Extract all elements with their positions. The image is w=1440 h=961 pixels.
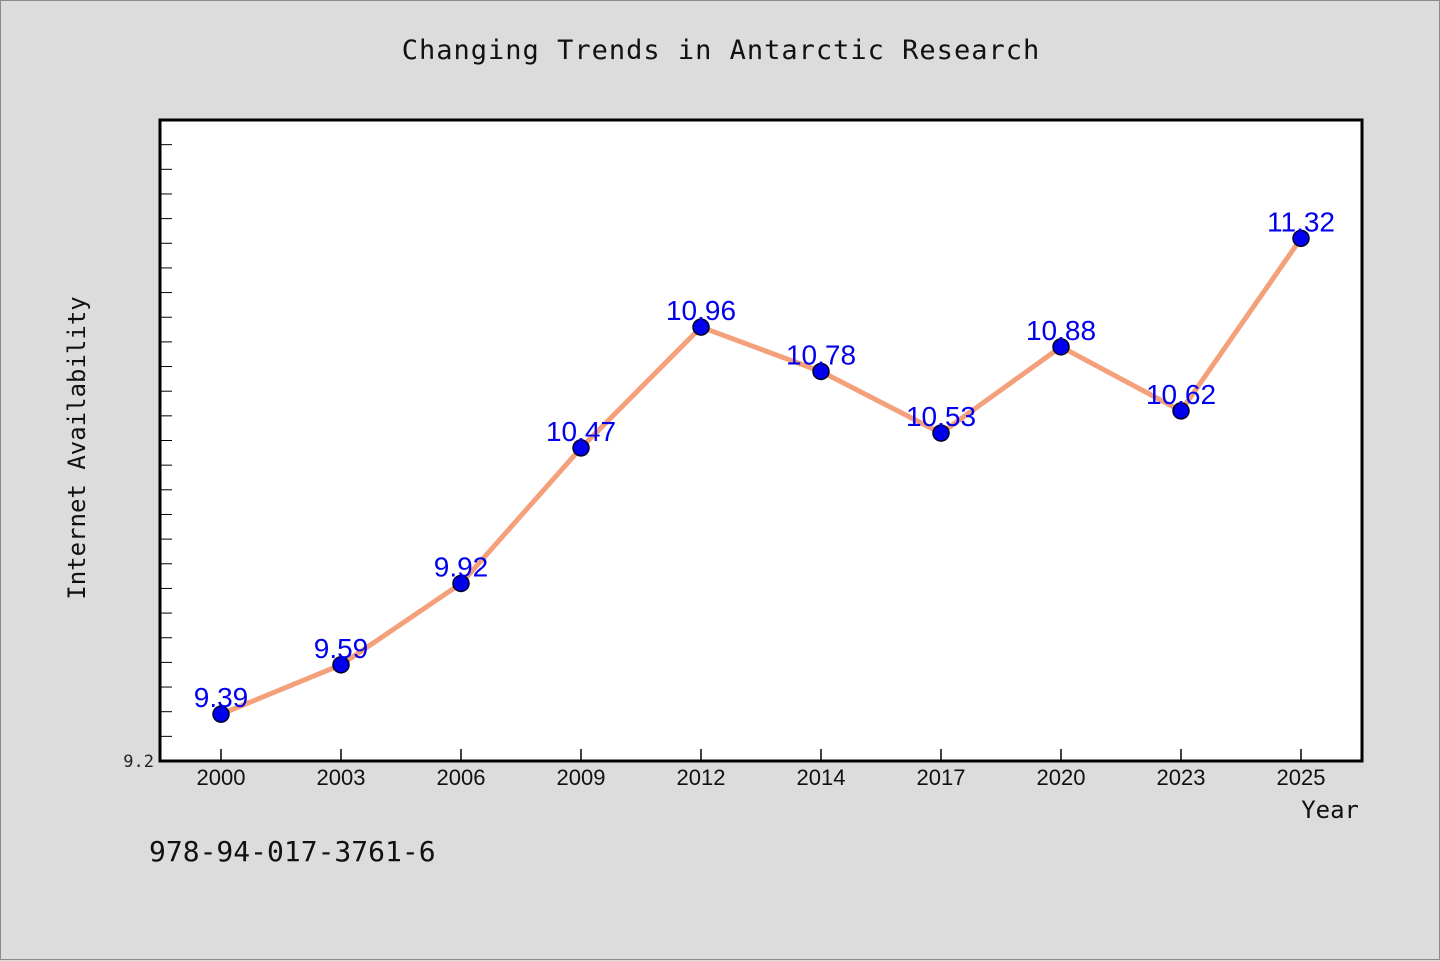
x-tick-label: 2025 [1277,765,1326,790]
x-tick-label: 2003 [317,765,366,790]
x-tick-label: 2000 [197,765,246,790]
isbn-footnote: 978-94-017-3761-6 [149,835,436,868]
y-tick-label: 9.2 [123,752,154,772]
series-line [218,235,1304,717]
data-point [932,424,950,442]
y-axis-label: Internet Availability [63,296,91,599]
data-label: 10.78 [786,339,856,370]
data-point [812,362,830,381]
data-label: 10.88 [1026,315,1096,346]
data-label: 9.92 [434,551,489,582]
data-point [692,318,710,336]
data-label: 10.47 [546,416,616,447]
data-label: 10.53 [906,401,976,432]
data-label: 9.59 [314,633,369,664]
data-point [572,439,590,457]
data-label: 11.32 [1267,206,1335,237]
chart-title: Changing Trends in Antarctic Research [401,35,1041,66]
x-tick-label: 2006 [437,765,486,790]
x-tick-label: 2014 [797,765,846,790]
data-point [452,574,470,593]
x-axis-label: Year [1301,796,1359,824]
data-point [1172,402,1190,420]
data-point [212,705,230,723]
data-label: 9.39 [194,682,249,713]
data-point [332,656,350,674]
x-tick-label: 2020 [1037,765,1086,790]
x-tick-label: 2023 [1157,765,1206,790]
data-label: 10.62 [1146,379,1216,410]
data-point [1052,338,1070,356]
x-tick-label: 2012 [677,765,726,790]
x-tick-label: 2009 [557,765,606,790]
x-tick-label: 2017 [917,765,966,790]
data-point [1292,229,1310,248]
data-label: 10.96 [666,295,736,326]
